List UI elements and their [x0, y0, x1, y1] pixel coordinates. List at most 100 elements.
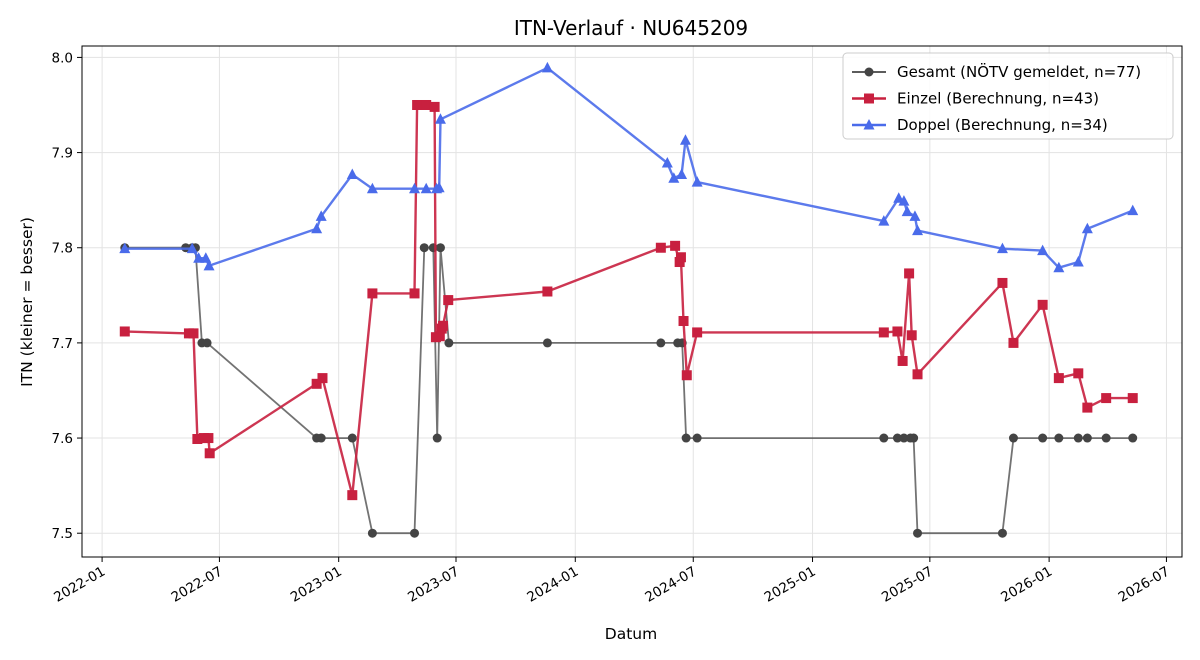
data-point — [203, 259, 215, 271]
data-point — [1008, 433, 1018, 443]
data-point — [681, 433, 691, 443]
y-tick-label: 8.0 — [52, 50, 73, 66]
data-point — [119, 326, 130, 337]
data-point — [1073, 368, 1084, 379]
series-square — [119, 99, 1138, 501]
legend-label: Einzel (Berechnung, n=43) — [897, 90, 1099, 108]
data-point — [1053, 261, 1065, 273]
legend-label: Gesamt (NÖTV gemeldet, n=77) — [897, 62, 1141, 81]
y-tick-label: 7.5 — [52, 526, 73, 542]
legend: Gesamt (NÖTV gemeldet, n=77) Einzel (Bere… — [842, 52, 1174, 140]
data-point — [203, 433, 214, 444]
data-point — [878, 327, 889, 338]
data-point — [443, 295, 454, 306]
data-point — [879, 433, 889, 443]
data-point — [1054, 433, 1064, 443]
data-point — [656, 338, 666, 348]
plot-frame — [81, 45, 1183, 558]
data-point — [670, 240, 681, 251]
data-point — [346, 168, 358, 179]
y-tick-label: 7.9 — [52, 146, 73, 162]
data-point — [1101, 393, 1112, 404]
legend-entries: Gesamt (NÖTV gemeldet, n=77) Einzel (Bere… — [852, 62, 1141, 134]
data-point — [412, 99, 423, 110]
data-point — [409, 288, 420, 299]
data-point — [1072, 256, 1084, 267]
legend-marker — [864, 93, 874, 104]
data-point — [1053, 373, 1064, 384]
data-point — [188, 328, 199, 339]
y-tick-label: 7.6 — [52, 431, 73, 447]
data-point — [1128, 433, 1138, 443]
data-point — [675, 252, 686, 263]
chart-title: ITN-Verlauf · NU645209 — [514, 16, 748, 40]
legend-box — [842, 52, 1174, 140]
data-point — [347, 433, 357, 443]
data-point — [409, 182, 421, 194]
data-point — [434, 331, 445, 342]
data-point — [317, 373, 328, 384]
data-point — [692, 327, 703, 338]
data-point — [367, 528, 377, 538]
legend-label: Doppel (Berechnung, n=34) — [897, 116, 1108, 134]
data-point — [1101, 433, 1111, 443]
data-point — [419, 243, 429, 253]
data-point — [1037, 244, 1049, 256]
data-point — [692, 433, 702, 443]
data-point — [901, 205, 913, 217]
data-point — [432, 433, 442, 443]
data-point — [679, 134, 691, 145]
series-triangle — [119, 61, 1139, 273]
legend-marker — [863, 119, 875, 130]
data-point — [678, 316, 689, 327]
data-point — [542, 286, 553, 297]
data-point — [366, 182, 378, 194]
data-point — [1082, 433, 1092, 443]
data-point — [311, 378, 322, 389]
y-tick-label: 7.8 — [52, 241, 73, 257]
data-point — [676, 168, 688, 179]
data-point — [367, 288, 378, 299]
data-point — [909, 433, 919, 443]
data-point — [444, 338, 454, 348]
data-point — [438, 320, 449, 331]
y-axis-label: ITN (kleiner = besser) — [18, 217, 36, 387]
data-point — [541, 61, 553, 73]
data-point — [899, 433, 909, 443]
data-point — [192, 434, 203, 445]
data-point — [897, 355, 908, 366]
data-point — [661, 157, 673, 168]
data-point — [200, 252, 212, 263]
data-point — [681, 370, 692, 381]
series-layer — [119, 61, 1139, 538]
data-point — [892, 326, 903, 337]
data-point — [1127, 204, 1139, 216]
data-point — [429, 101, 440, 112]
x-axis-label: Datum — [605, 625, 657, 643]
data-point — [1081, 222, 1093, 234]
data-point — [878, 215, 890, 226]
data-point — [421, 99, 432, 110]
data-point — [315, 210, 327, 221]
data-point — [1082, 402, 1093, 413]
data-point — [909, 210, 921, 221]
data-point — [186, 242, 198, 254]
data-point — [542, 338, 552, 348]
legend-marker — [864, 67, 874, 77]
data-point — [898, 195, 910, 206]
data-point — [311, 222, 323, 234]
data-point — [1037, 299, 1048, 310]
data-point — [193, 252, 205, 263]
data-point — [410, 528, 420, 538]
data-point — [913, 528, 923, 538]
data-point — [906, 330, 917, 341]
data-point — [655, 242, 666, 253]
data-point — [202, 338, 212, 348]
data-point — [119, 242, 131, 254]
data-point — [204, 448, 215, 459]
data-point — [997, 277, 1008, 288]
data-point — [434, 113, 446, 124]
data-point — [433, 181, 445, 193]
data-point — [316, 433, 326, 443]
